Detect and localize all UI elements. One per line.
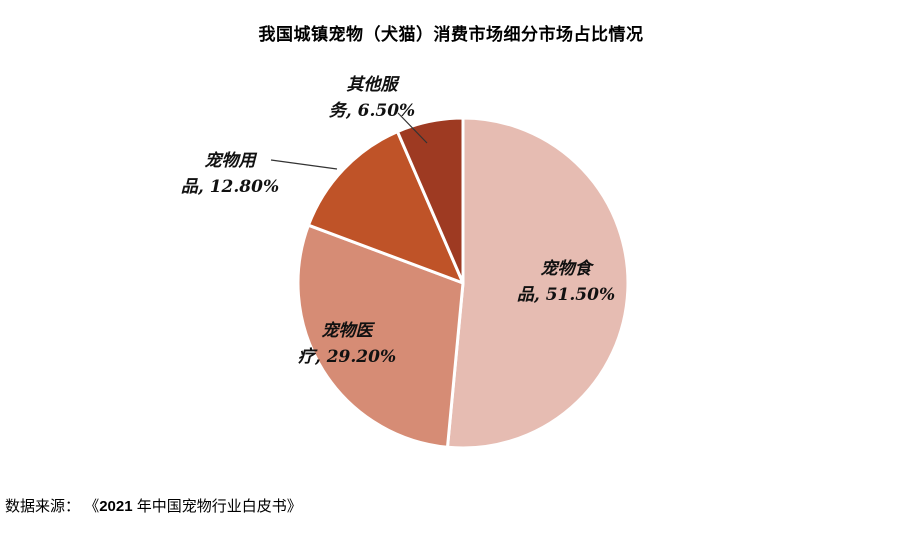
leader-line-pet-supplies bbox=[270, 159, 338, 170]
pie-slices bbox=[296, 116, 630, 450]
source-label: 数据来源： bbox=[5, 498, 81, 515]
pie-slice-3 bbox=[395, 116, 465, 285]
pie-slice-2 bbox=[306, 130, 465, 285]
slice-label-line: 其他服 bbox=[346, 75, 398, 95]
data-source: 数据来源： 《2021 年中国宠物行业白皮书》 bbox=[5, 495, 302, 516]
slice-label-line: 宠物医 bbox=[321, 321, 373, 341]
slice-label-pet-supplies: 宠物用 品, 12.80% bbox=[160, 148, 300, 200]
slice-label-line: 宠物食 bbox=[540, 259, 592, 279]
source-year: 2021 bbox=[99, 498, 133, 515]
leader-line-other-services bbox=[397, 112, 428, 144]
chart-title: 我国城镇宠物（犬猫）消费市场细分市场占比情况 bbox=[258, 25, 644, 44]
slice-label-line: 务, 6.50% bbox=[328, 101, 416, 121]
slice-label-pet-food: 宠物食 品, 51.50% bbox=[496, 256, 636, 308]
slice-label-pet-medical: 宠物医 疗, 29.20% bbox=[277, 318, 417, 370]
source-book-rest: 年中国宠物行业白皮书》 bbox=[132, 498, 302, 515]
source-book-open: 《 bbox=[84, 498, 100, 515]
pie-slice-0 bbox=[445, 116, 630, 450]
slice-label-other-services: 其他服 务, 6.50% bbox=[306, 72, 438, 124]
slice-label-line: 品, 12.80% bbox=[180, 177, 280, 197]
pie-slice-1 bbox=[296, 223, 465, 449]
slice-label-line: 品, 51.50% bbox=[516, 285, 616, 305]
slice-label-line: 疗, 29.20% bbox=[297, 347, 397, 367]
slice-label-line: 宠物用 bbox=[204, 151, 256, 171]
leader-lines bbox=[270, 112, 428, 170]
